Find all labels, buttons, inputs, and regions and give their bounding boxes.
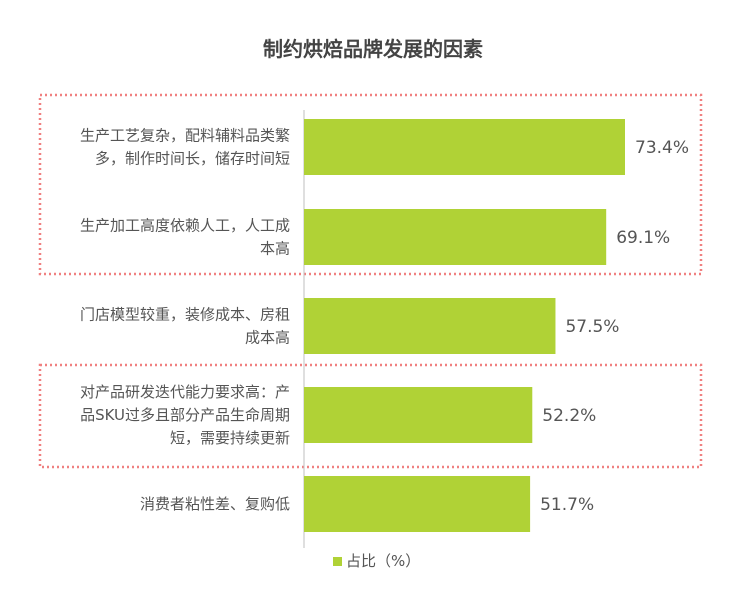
value-label-4: 51.7% (540, 495, 594, 515)
category-label-2-line-1: 成本高 (245, 329, 290, 347)
category-label-0-line-0: 生产工艺复杂，配料辅料品类繁 (80, 127, 290, 145)
chart-title: 制约烘焙品牌发展的因素 (263, 37, 483, 61)
category-label-1-line-0: 生产加工高度依赖人工，人工成 (80, 217, 290, 235)
bar-4 (304, 476, 531, 532)
value-label-0: 73.4% (635, 138, 689, 158)
category-label-2-line-0: 门店模型较重，装修成本、房租 (80, 306, 290, 324)
bar-1 (304, 209, 607, 265)
category-labels: 生产工艺复杂，配料辅料品类繁多，制作时间长，储存时间短生产加工高度依赖人工，人工… (80, 127, 290, 514)
bars (304, 119, 625, 532)
highlight-box-0 (38, 93, 703, 276)
category-label-3-line-2: 短，需要持续更新 (170, 429, 290, 447)
bar-2 (304, 298, 556, 354)
legend-swatch (333, 557, 342, 566)
category-label-0-line-1: 多，制作时间长，储存时间短 (95, 150, 290, 168)
bar-3 (304, 387, 533, 443)
highlight-box-1 (38, 363, 703, 469)
value-labels: 73.4% 69.1% 57.5% 52.2% 51.7% (540, 138, 689, 515)
category-label-4-line-0: 消费者粘性差、复购低 (140, 495, 290, 513)
value-label-3: 52.2% (542, 406, 596, 426)
bar-0 (304, 119, 625, 175)
legend: 占比（%） (333, 552, 420, 570)
category-label-1-line-1: 本高 (260, 240, 290, 258)
category-label-3-line-0: 对产品研发迭代能力要求高：产 (80, 383, 290, 401)
highlight-boxes (38, 93, 703, 469)
legend-label: 占比（%） (346, 552, 420, 570)
value-label-2: 57.5% (565, 317, 619, 337)
value-label-1: 69.1% (616, 228, 670, 248)
category-label-3-line-1: 品SKU过多且部分产品生命周期 (80, 406, 290, 424)
